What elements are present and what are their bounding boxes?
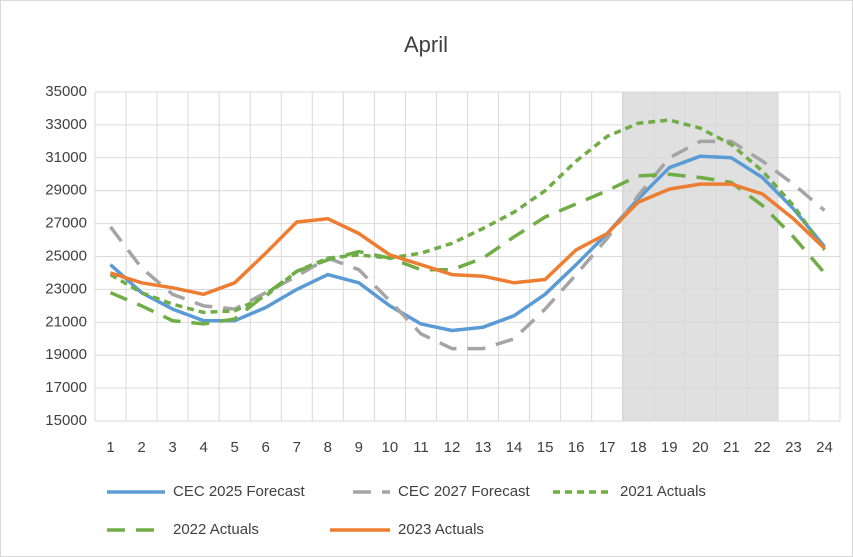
x-tick-label: 3 <box>168 439 176 456</box>
x-tick-label: 24 <box>816 439 833 456</box>
x-tick-label: 5 <box>231 439 239 456</box>
x-tick-label: 13 <box>475 439 492 456</box>
x-tick-label: 12 <box>444 439 461 456</box>
x-tick-label: 17 <box>599 439 616 456</box>
legend-label: 2023 Actuals <box>398 521 484 538</box>
x-tick-label: 10 <box>382 439 399 456</box>
x-tick-label: 20 <box>692 439 709 456</box>
x-tick-label: 21 <box>723 439 740 456</box>
y-tick-label: 15000 <box>45 412 87 429</box>
x-tick-label: 14 <box>506 439 523 456</box>
x-tick-label: 11 <box>413 439 429 456</box>
legend-label: CEC 2025 Forecast <box>173 483 306 500</box>
x-tick-label: 16 <box>568 439 585 456</box>
x-tick-label: 22 <box>754 439 771 456</box>
series-line <box>109 139 826 351</box>
chart-title: April <box>404 32 448 57</box>
x-tick-label: 7 <box>293 439 301 456</box>
legend-label: CEC 2027 Forecast <box>398 483 531 500</box>
x-tick-label: 2 <box>137 439 145 456</box>
y-tick-label: 21000 <box>45 313 87 330</box>
y-tick-label: 29000 <box>45 182 87 199</box>
x-tick-label: 1 <box>106 439 114 456</box>
x-tick-label: 19 <box>661 439 678 456</box>
series-line <box>109 172 826 326</box>
legend-label: 2021 Actuals <box>620 483 706 500</box>
series-line <box>109 182 826 297</box>
y-tick-label: 19000 <box>45 346 87 363</box>
x-tick-label: 15 <box>537 439 554 456</box>
y-tick-label: 33000 <box>45 116 87 133</box>
x-tick-label: 9 <box>355 439 363 456</box>
y-tick-label: 31000 <box>45 149 87 166</box>
y-tick-label: 25000 <box>45 247 87 264</box>
y-tick-label: 23000 <box>45 280 87 297</box>
x-tick-label: 6 <box>262 439 270 456</box>
y-tick-label: 27000 <box>45 215 87 232</box>
legend-label: 2022 Actuals <box>173 521 259 538</box>
x-tick-label: 18 <box>630 439 647 456</box>
y-tick-label: 35000 <box>45 83 87 100</box>
x-tick-label: 4 <box>199 439 207 456</box>
x-tick-label: 23 <box>785 439 802 456</box>
y-tick-label: 17000 <box>45 379 87 396</box>
x-tick-label: 8 <box>324 439 332 456</box>
